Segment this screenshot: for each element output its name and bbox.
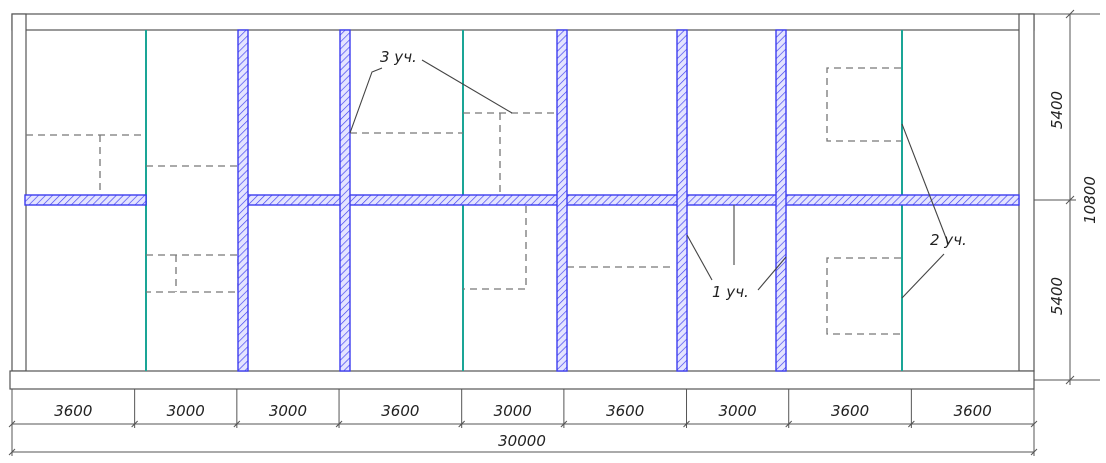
bay-dimension-label: 3000 [719, 402, 757, 420]
vertical-main-beams [237, 29, 787, 372]
right-dimension-chain [1034, 9, 1100, 385]
horizontal-beam-right [247, 194, 1020, 206]
top-wall [11, 13, 1035, 31]
dimension-tick [560, 420, 568, 428]
dimension-tick [233, 420, 241, 428]
leader-1uch-a [686, 234, 713, 281]
tick-top [1065, 9, 1075, 19]
main-horizontal-beams [24, 194, 1020, 206]
dimension-tick [8, 420, 16, 428]
label-section-1: 1 уч. [712, 283, 749, 301]
horizontal-beam-left [24, 194, 147, 206]
leader-1uch-b [757, 256, 787, 291]
bay-dimension-label: 3600 [954, 402, 992, 420]
dimension-tick [335, 420, 343, 428]
dashed-panels [26, 67, 901, 335]
left-wall [11, 13, 27, 372]
right-wall [1018, 13, 1035, 372]
dashed-panel [146, 254, 239, 293]
leader-2uch-a [901, 123, 949, 244]
vertical-beam [339, 29, 351, 372]
bay-dimension-label: 3600 [381, 402, 419, 420]
label-section-2: 2 уч. [930, 231, 967, 249]
bay-dimension-label: 3600 [831, 402, 869, 420]
dashed-panel [463, 206, 527, 290]
dimension-tick [1030, 420, 1038, 428]
vertical-beam [237, 29, 249, 372]
dimension-tick [1030, 448, 1038, 456]
leader-lines [349, 59, 949, 299]
dimension-tick [458, 420, 466, 428]
bay-extension-lines [8, 389, 1038, 456]
bay-dimension-label: 3000 [167, 402, 205, 420]
tick-bottom [1065, 375, 1075, 385]
dashed-panel [826, 257, 901, 335]
dimension-tick [131, 420, 138, 428]
vertical-beam [676, 29, 688, 372]
half-depth-label-top: 5400 [1048, 91, 1066, 129]
dashed-panel [826, 67, 901, 142]
dimension-tick [908, 420, 915, 428]
leader-2uch-b [901, 253, 945, 299]
bottom-dimension-chain [8, 389, 1038, 456]
dimension-tick [683, 420, 690, 428]
bay-dimension-label: 3600 [54, 402, 92, 420]
bay-dimension-label: 3000 [269, 402, 307, 420]
dimension-tick [8, 448, 16, 456]
vertical-beam [556, 29, 568, 372]
bottom-wall [9, 370, 1035, 390]
label-section-3: 3 уч. [380, 48, 417, 66]
half-depth-label-bottom: 5400 [1048, 277, 1066, 315]
total-width-label: 30000 [498, 432, 546, 450]
leader-3uch-a [349, 67, 383, 134]
bay-dimension-label: 3600 [606, 402, 644, 420]
dimension-tick [785, 420, 793, 428]
leader-3uch-b [421, 59, 513, 114]
vertical-beam [775, 29, 787, 372]
total-depth-label: 10800 [1081, 176, 1099, 224]
bay-dimension-labels: 3600 3000 3000 3600 3000 3600 3000 3600 3600 [54, 402, 992, 420]
bay-dimension-label: 3000 [494, 402, 532, 420]
tick-mid [1065, 195, 1075, 205]
